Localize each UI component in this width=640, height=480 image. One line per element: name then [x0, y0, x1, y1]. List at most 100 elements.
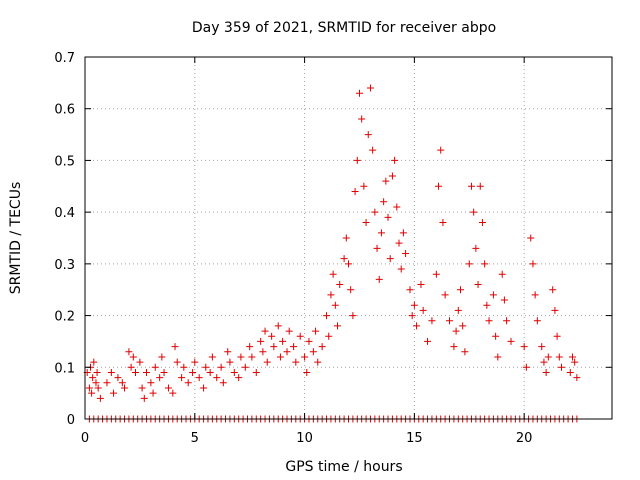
- x-tick-label: 0: [81, 431, 89, 446]
- data-point-marker: [206, 368, 214, 376]
- data-point-marker: [208, 353, 216, 361]
- data-point-marker: [252, 368, 260, 376]
- data-point-marker: [110, 389, 118, 397]
- data-point-marker: [500, 296, 508, 304]
- data-point-marker: [395, 239, 403, 247]
- data-point-marker: [147, 379, 155, 387]
- data-point-marker: [417, 281, 425, 289]
- data-point-marker: [323, 312, 331, 320]
- data-point-marker: [428, 317, 436, 325]
- data-point-marker: [571, 358, 579, 366]
- data-point-marker: [533, 317, 541, 325]
- data-point-marker: [103, 379, 111, 387]
- data-point-marker: [364, 131, 372, 139]
- data-point-marker: [384, 213, 392, 221]
- data-point-marker: [461, 348, 469, 356]
- data-point-marker: [329, 270, 337, 278]
- data-point-marker: [362, 218, 370, 226]
- data-point-marker: [481, 260, 489, 268]
- data-point-marker: [399, 229, 407, 237]
- y-tick-label: 0.3: [54, 258, 75, 273]
- data-point-marker: [156, 374, 164, 382]
- data-point-marker: [573, 374, 581, 382]
- data-point-marker: [336, 281, 344, 289]
- data-point-marker: [439, 218, 447, 226]
- data-point-marker: [285, 327, 293, 335]
- data-point-marker: [424, 337, 432, 345]
- data-point-marker: [553, 332, 561, 340]
- data-point-marker: [164, 384, 172, 392]
- data-point-marker: [85, 384, 93, 392]
- data-point-marker: [435, 182, 443, 190]
- data-point-marker: [566, 368, 574, 376]
- data-point-marker: [136, 358, 144, 366]
- data-point-marker: [437, 146, 445, 154]
- data-point-marker: [202, 363, 210, 371]
- data-point-marker: [114, 374, 122, 382]
- data-point-marker: [303, 368, 311, 376]
- data-point-marker: [353, 156, 361, 164]
- data-point-marker: [413, 322, 421, 330]
- data-point-marker: [279, 337, 287, 345]
- data-point-marker: [314, 358, 322, 366]
- data-point-marker: [121, 384, 129, 392]
- data-point-marker: [340, 255, 348, 263]
- data-point-marker: [140, 394, 148, 402]
- data-point-marker: [459, 322, 467, 330]
- data-point-marker: [138, 384, 146, 392]
- y-tick-label: 0.1: [54, 361, 75, 376]
- grid-lines: [85, 57, 612, 419]
- data-point-marker: [195, 374, 203, 382]
- data-point-marker: [446, 317, 454, 325]
- data-point-marker: [342, 234, 350, 242]
- data-point-marker: [125, 348, 133, 356]
- data-point-marker: [489, 291, 497, 299]
- data-point-marker: [549, 286, 557, 294]
- chart-title: Day 359 of 2021, SRMTID for receiver abp…: [192, 20, 496, 36]
- data-point-marker: [485, 317, 493, 325]
- data-point-marker: [305, 337, 313, 345]
- data-point-marker: [345, 260, 352, 268]
- data-point-marker: [178, 374, 186, 382]
- y-tick-label: 0.2: [54, 310, 75, 325]
- data-points: [83, 84, 581, 423]
- y-tick-label: 0.4: [54, 206, 75, 221]
- data-point-marker: [375, 275, 383, 283]
- data-point-marker: [410, 301, 418, 309]
- data-point-marker: [373, 244, 381, 252]
- data-point-marker: [191, 358, 199, 366]
- data-point-marker: [89, 374, 97, 382]
- data-point-marker: [369, 146, 377, 154]
- data-point-marker: [393, 203, 401, 211]
- data-point-marker: [230, 368, 238, 376]
- data-point-marker: [107, 368, 115, 376]
- data-point-marker: [467, 182, 475, 190]
- data-point-marker: [408, 312, 416, 320]
- data-point-marker: [169, 389, 177, 397]
- data-point-marker: [465, 260, 473, 268]
- data-point-marker: [217, 363, 225, 371]
- data-point-marker: [419, 306, 427, 314]
- data-point-marker: [309, 348, 317, 356]
- data-point-marker: [173, 358, 181, 366]
- data-point-marker: [158, 353, 166, 361]
- data-point-marker: [377, 229, 385, 237]
- data-point-marker: [93, 368, 101, 376]
- data-point-marker: [200, 384, 208, 392]
- data-point-marker: [180, 363, 188, 371]
- data-point-marker: [283, 348, 291, 356]
- data-point-marker: [334, 322, 342, 330]
- data-point-marker: [213, 374, 221, 382]
- data-point-marker: [88, 389, 96, 397]
- data-point-marker: [331, 301, 339, 309]
- data-point-marker: [380, 198, 388, 206]
- x-tick-label: 15: [406, 431, 423, 446]
- data-point-marker: [397, 265, 405, 273]
- data-point-marker: [290, 343, 298, 351]
- axis-ticks: [84, 56, 612, 420]
- data-point-marker: [568, 353, 576, 361]
- data-point-marker: [456, 286, 464, 294]
- data-point-marker: [454, 306, 462, 314]
- data-point-marker: [527, 234, 535, 242]
